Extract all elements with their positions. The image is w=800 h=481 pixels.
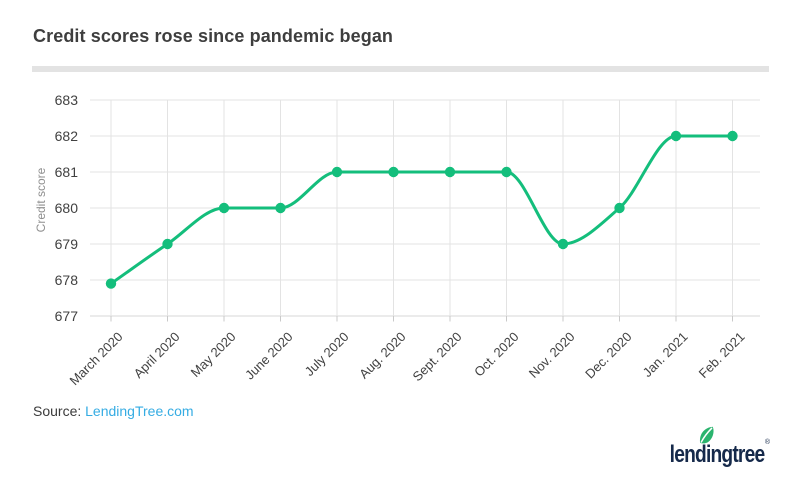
x-tick-label: May 2020 xyxy=(187,329,239,380)
x-tick-label: March 2020 xyxy=(66,329,126,389)
source-link[interactable]: LendingTree.com xyxy=(85,403,194,419)
x-tick-label: Nov. 2020 xyxy=(525,329,578,381)
data-point xyxy=(218,202,230,214)
data-point xyxy=(162,238,173,250)
source-label: Source: xyxy=(33,403,82,419)
registered-trademark-icon: ® xyxy=(764,439,770,446)
x-tick-label: Sept. 2020 xyxy=(409,329,465,385)
chart-title: Credit scores rose since pandemic began xyxy=(33,26,394,46)
data-point xyxy=(501,166,512,178)
data-point xyxy=(105,278,117,289)
y-tick-label: 681 xyxy=(54,164,78,180)
leaf-icon xyxy=(699,426,714,444)
y-tick-label: 682 xyxy=(54,128,78,144)
y-tick-label: 683 xyxy=(54,92,78,108)
x-tick-label: April 2020 xyxy=(130,329,183,382)
logo-wordmark: lendingtree xyxy=(669,441,764,468)
x-tick-label: Aug. 2020 xyxy=(355,329,409,382)
x-tick-label: Oct. 2020 xyxy=(470,329,522,380)
data-point xyxy=(670,130,682,142)
y-tick-label: 679 xyxy=(54,236,78,252)
data-point xyxy=(275,202,286,214)
y-tick-label: 677 xyxy=(54,308,78,324)
data-point xyxy=(557,238,569,250)
x-tick-label: June 2020 xyxy=(241,329,296,383)
credit-score-line-chart: 683 682 681 680 679 678 677 March 2020 April 20… xyxy=(34,92,760,388)
y-tick-label: 680 xyxy=(54,200,78,216)
data-point xyxy=(388,166,399,178)
y-axis-title: Credit score xyxy=(34,167,48,233)
data-point xyxy=(331,166,343,178)
x-tick-label: Dec. 2020 xyxy=(581,329,635,382)
data-point xyxy=(727,130,738,142)
lendingtree-logo: lendingtree ® xyxy=(645,425,770,469)
y-tick-label: 678 xyxy=(54,272,78,288)
data-point xyxy=(444,166,456,178)
data-point xyxy=(614,202,625,214)
title-divider xyxy=(32,66,769,72)
source-attribution: Source: LendingTree.com xyxy=(33,403,194,419)
credit-score-line xyxy=(109,134,734,286)
x-tick-label: July 2020 xyxy=(301,329,352,379)
